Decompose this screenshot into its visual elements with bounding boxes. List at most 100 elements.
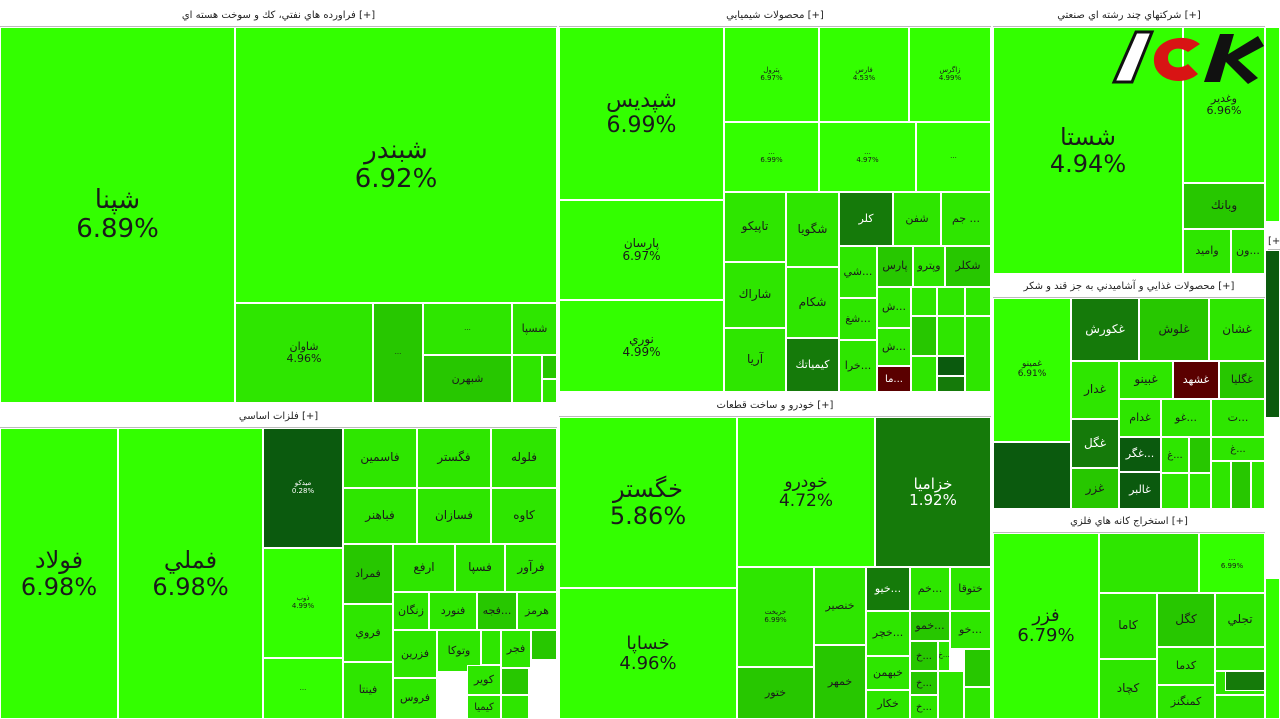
treemap-tile[interactable] — [542, 355, 557, 379]
treemap-tile[interactable] — [965, 287, 991, 316]
treemap-tile[interactable] — [993, 442, 1071, 509]
treemap-tile[interactable]: كيميا — [467, 695, 501, 719]
treemap-tile[interactable]: شكلر — [945, 246, 991, 287]
treemap-tile[interactable]: ارفع — [393, 544, 455, 592]
treemap-tile[interactable]: غبينو — [1119, 361, 1173, 399]
treemap-tile[interactable]: پارس — [877, 246, 913, 287]
treemap-tile[interactable]: غالبر — [1119, 472, 1161, 509]
treemap-tile[interactable]: زنگان — [393, 592, 429, 630]
treemap-tile[interactable]: هرمز — [517, 592, 557, 630]
treemap-tile[interactable]: خزاميا 1.92% — [875, 417, 991, 567]
treemap-tile[interactable]: فمراد — [343, 544, 393, 604]
sector-header[interactable]: محصولات غذايي و آشاميدني به جز قند و شكر… — [993, 277, 1265, 298]
treemap-tile[interactable]: فباهنر — [343, 488, 417, 544]
treemap-tile[interactable]: پارسان 6.97% — [559, 200, 724, 300]
treemap-tile[interactable]: خمهر — [814, 645, 866, 719]
treemap-tile[interactable] — [481, 630, 501, 665]
treemap-tile[interactable]: وپترو — [913, 246, 945, 287]
treemap-tile[interactable]: پترول 6.97% — [724, 27, 819, 122]
treemap-tile[interactable]: شبندر 6.92% — [235, 27, 557, 303]
treemap-tile[interactable]: غلوش — [1139, 298, 1209, 361]
treemap-tile[interactable]: كوير — [467, 665, 501, 695]
treemap-tile[interactable]: فاسمين — [343, 428, 417, 488]
treemap-tile[interactable]: جم ... — [941, 192, 991, 246]
treemap-tile[interactable]: خبهمن — [866, 656, 910, 690]
treemap-tile[interactable]: خگستر 5.86% — [559, 417, 737, 588]
treemap-tile[interactable]: فسازان — [417, 488, 491, 544]
sector-header[interactable]: محصولات شيميايي [+] — [559, 6, 991, 27]
treemap-tile[interactable] — [1189, 437, 1211, 473]
treemap-tile[interactable]: فگستر — [417, 428, 491, 488]
treemap-tile[interactable]: غ... — [1161, 437, 1189, 473]
treemap-tile[interactable] — [964, 687, 991, 719]
treemap-tile[interactable]: شپديس 6.99% — [559, 27, 724, 200]
treemap-tile[interactable] — [937, 376, 965, 392]
treemap-tile[interactable] — [938, 671, 964, 719]
sector-header[interactable]: شركتهاي چند رشته اي صنعتي [+] — [993, 6, 1265, 27]
treemap-tile[interactable]: خ... — [938, 641, 950, 671]
treemap-tile[interactable]: ... — [373, 303, 423, 403]
treemap-tile[interactable] — [937, 316, 965, 356]
treemap-tile[interactable] — [501, 695, 529, 719]
treemap-tile[interactable]: فجه... — [477, 592, 517, 630]
treemap-tile[interactable] — [512, 355, 542, 403]
treemap-tile[interactable]: آريا — [724, 328, 786, 392]
treemap-tile[interactable]: غگليا — [1219, 361, 1265, 399]
treemap-tile[interactable] — [965, 316, 991, 392]
treemap-tile[interactable]: كاوه — [491, 488, 557, 544]
treemap-tile[interactable]: ... — [916, 122, 991, 192]
treemap-tile[interactable]: شستا 4.94% — [993, 27, 1183, 274]
treemap-tile[interactable]: غكورش — [1071, 298, 1139, 361]
treemap-tile[interactable]: شگويا — [786, 192, 839, 267]
treemap-tile[interactable] — [531, 630, 557, 660]
treemap-tile[interactable]: ذوب 4.99% — [263, 548, 343, 658]
treemap-tile[interactable]: فروس — [393, 678, 437, 719]
treemap-tile[interactable] — [911, 356, 937, 392]
treemap-tile[interactable]: خمو... — [910, 611, 950, 641]
treemap-tile[interactable]: شپنا 6.89% — [0, 27, 235, 403]
treemap-tile[interactable]: غو... — [1161, 399, 1211, 437]
sector-header[interactable]: فلزات اساسي [+] — [0, 407, 557, 428]
treemap-tile[interactable]: غگر... — [1119, 437, 1161, 472]
treemap-tile[interactable]: كچاد — [1099, 659, 1157, 719]
treemap-tile[interactable]: خ... — [910, 671, 938, 695]
treemap-tile[interactable]: خرا... — [839, 340, 877, 392]
treemap-tile[interactable]: فروي — [343, 604, 393, 662]
sector-header[interactable]: فراورده هاي نفتي، كك و سوخت هسته اي [+] — [0, 6, 557, 27]
treemap-tile[interactable]: فسپا — [455, 544, 505, 592]
treemap-tile[interactable]: كمنگنز — [1157, 685, 1215, 719]
treemap-tile[interactable]: زاگرس 4.99% — [909, 27, 991, 122]
treemap-tile[interactable]: فملي 6.98% — [118, 428, 263, 719]
treemap-tile[interactable]: غ... — [1211, 437, 1265, 461]
treemap-tile[interactable]: غزر — [1071, 468, 1119, 509]
treemap-tile[interactable] — [1265, 222, 1280, 224]
treemap-tile[interactable] — [937, 287, 965, 316]
treemap-tile[interactable]: خنصير — [814, 567, 866, 645]
treemap-tile[interactable] — [501, 668, 529, 695]
treemap-tile[interactable]: شفن — [893, 192, 941, 246]
treemap-tile[interactable]: غگل — [1071, 419, 1119, 468]
treemap-tile[interactable]: شسپا — [512, 303, 557, 355]
treemap-tile[interactable]: فولاد 6.98% — [0, 428, 118, 719]
treemap-tile[interactable]: واميد — [1183, 229, 1231, 274]
treemap-tile[interactable]: فزرين — [393, 630, 437, 678]
sector-header[interactable]: خودرو و ساخت قطعات [+] — [559, 396, 991, 417]
treemap-tile[interactable]: غمينو 6.91% — [993, 298, 1071, 442]
treemap-tile[interactable]: خريخت 6.99% — [737, 567, 814, 667]
treemap-tile[interactable]: غدام — [1119, 399, 1161, 437]
treemap-tile[interactable]: خودرو 4.72% — [737, 417, 875, 567]
treemap-tile[interactable]: كاما — [1099, 593, 1157, 659]
treemap-tile[interactable]: ختوقا — [950, 567, 991, 611]
treemap-tile[interactable]: خو... — [950, 611, 991, 649]
treemap-tile[interactable]: ون... — [1231, 229, 1265, 274]
treemap-tile[interactable] — [1211, 461, 1231, 509]
treemap-tile[interactable]: ... 6.99% — [724, 122, 819, 192]
treemap-tile[interactable]: نوري 4.99% — [559, 300, 724, 392]
treemap-tile[interactable]: فلوله — [491, 428, 557, 488]
treemap-tile[interactable]: خچر... — [866, 611, 910, 656]
treemap-tile[interactable]: شي... — [839, 246, 877, 298]
treemap-tile[interactable] — [1225, 671, 1265, 691]
sector-header[interactable]: استخراج كانه هاي فلزي [+] — [993, 512, 1265, 533]
treemap-tile[interactable] — [1099, 533, 1199, 593]
treemap-tile[interactable] — [964, 649, 991, 687]
